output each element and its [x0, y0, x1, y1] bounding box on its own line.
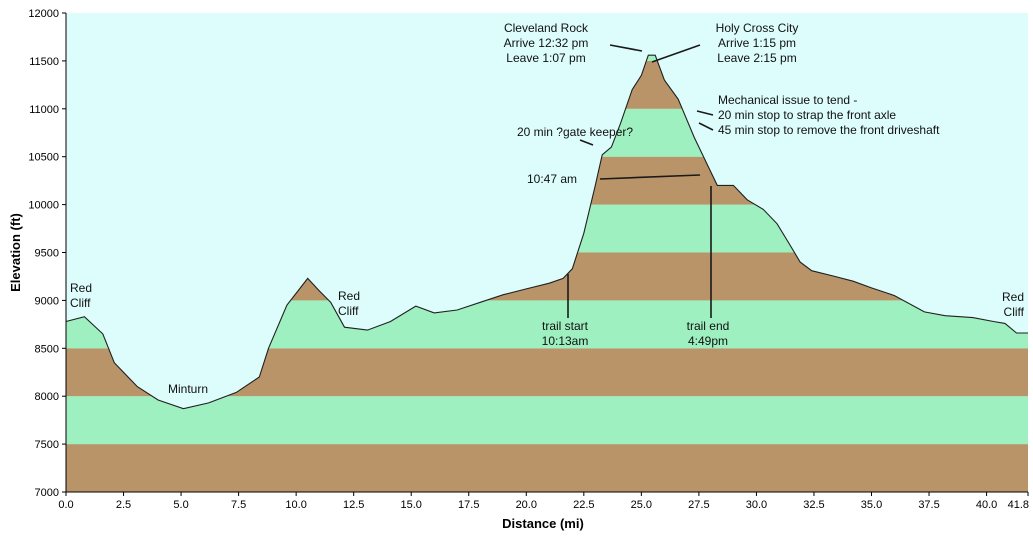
annotation-text: Holy Cross City — [716, 21, 799, 35]
y-tick-label: 7500 — [35, 439, 59, 451]
y-tick-label: 7000 — [35, 487, 59, 499]
annotation-leader-line — [651, 44, 701, 63]
annotation-text: 10:47 am — [527, 172, 577, 186]
annotation: 20 min ?gate keeper? — [517, 125, 633, 146]
annotation-leader-line — [599, 174, 701, 180]
y-tick-label: 9000 — [35, 295, 59, 307]
x-tick-label: 5.0 — [173, 499, 188, 511]
annotation-text: 45 min stop to remove the front drivesha… — [718, 123, 940, 137]
y-tick-label: 12000 — [28, 8, 59, 20]
annotation-text: Mechanical issue to tend - — [718, 93, 857, 107]
x-tick-label: 10.0 — [285, 499, 306, 511]
annotation-text: Red — [338, 289, 360, 303]
annotation-text: Cliff — [70, 296, 91, 310]
x-tick-label: 37.5 — [918, 499, 939, 511]
y-tick-label: 8500 — [35, 343, 59, 355]
y-tick-label: 11500 — [29, 56, 59, 68]
elevation-profile-line — [65, 54, 1028, 410]
annotation-text: Leave 1:07 pm — [506, 51, 585, 65]
annotation: Mechanical issue to tend -20 min stop to… — [696, 93, 940, 137]
x-tick-label: 7.5 — [231, 499, 246, 511]
x-tick-label: 15.0 — [401, 499, 422, 511]
terrain-band — [66, 444, 1028, 492]
plot-area — [65, 13, 1028, 492]
annotation-text: 4:49pm — [688, 334, 728, 348]
x-tick-label: 32.5 — [803, 499, 824, 511]
annotation-text: 10:13am — [542, 334, 589, 348]
annotation-text: Red — [1002, 290, 1024, 304]
annotation-text: Arrive 1:15 pm — [718, 36, 796, 50]
annotation-leader-line — [609, 44, 643, 52]
x-tick-label: 2.5 — [116, 499, 131, 511]
annotation-text: Cleveland Rock — [504, 21, 589, 35]
annotation-text: Minturn — [168, 382, 208, 396]
annotation-text: trail end — [687, 319, 730, 333]
y-tick-label: 8000 — [35, 391, 59, 403]
x-tick-label: 25.0 — [631, 499, 652, 511]
annotation-text: 20 min ?gate keeper? — [517, 125, 633, 139]
annotation-text: Arrive 12:32 pm — [504, 36, 589, 50]
y-axis-label: Elevation (ft) — [8, 213, 23, 292]
annotation-leader-line — [696, 110, 714, 116]
annotation-text: Leave 2:15 pm — [717, 51, 796, 65]
annotation-leader-line — [698, 122, 714, 131]
annotation: 10:47 am — [527, 172, 701, 186]
y-tick-label: 10500 — [28, 152, 59, 164]
annotation-text: Red — [70, 281, 92, 295]
x-tick-label: 30.0 — [746, 499, 767, 511]
x-tick-label: 17.5 — [458, 499, 479, 511]
annotation-text: Cliff — [338, 304, 359, 318]
x-tick-label: 0.0 — [58, 499, 73, 511]
annotation-text: Cliff — [1004, 305, 1025, 319]
x-tick-label: 12.5 — [343, 499, 364, 511]
annotation-text: 20 min stop to strap the front axle — [718, 108, 896, 122]
annotation-text: trail start — [542, 319, 589, 333]
annotation: Minturn — [168, 382, 208, 396]
x-tick-label: 27.5 — [688, 499, 709, 511]
x-tick-label: 40.0 — [976, 499, 997, 511]
y-tick-label: 9500 — [35, 248, 59, 260]
x-tick-label: 41.8 — [1008, 499, 1029, 511]
x-tick-label: 22.5 — [573, 499, 594, 511]
axes: 7000 7500 8000 8500 9000 9500 10000 10500 11000 1… — [28, 8, 1029, 511]
annotation-leader-line — [579, 139, 594, 146]
terrain-band — [66, 396, 1028, 445]
y-tick-label: 10000 — [28, 200, 59, 212]
x-tick-label: 20.0 — [516, 499, 537, 511]
x-axis-label: Distance (mi) — [502, 516, 584, 531]
x-tick-label: 35.0 — [861, 499, 882, 511]
y-tick-label: 11000 — [29, 104, 59, 116]
